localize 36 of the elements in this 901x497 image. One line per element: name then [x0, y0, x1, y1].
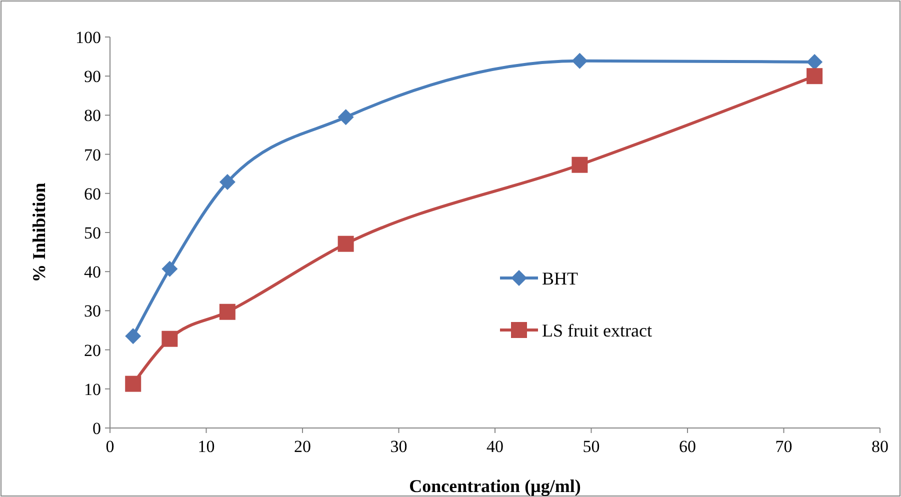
- y-tick-label: 80: [84, 106, 101, 126]
- x-tick-label: 0: [106, 437, 114, 456]
- point: [125, 328, 142, 344]
- point: [162, 330, 178, 347]
- y-tick-label: 100: [76, 28, 101, 47]
- point: [806, 54, 823, 70]
- point: [338, 236, 354, 252]
- point: [125, 376, 142, 392]
- y-tick-label: 50: [84, 223, 101, 242]
- x-tick-label: 20: [294, 437, 311, 456]
- y-tick-label: 0: [92, 418, 101, 438]
- x-axis-title: Concentration (µg/ml): [409, 476, 581, 496]
- x-tick-label: 40: [486, 437, 504, 456]
- legend-label: BHT: [542, 268, 578, 288]
- x-tick-label: 60: [679, 437, 696, 456]
- x-tick-label: 10: [198, 437, 215, 456]
- y-tick-label: 40: [84, 262, 101, 282]
- x-tick-label: 30: [390, 437, 408, 456]
- x-tick-label: 80: [872, 437, 888, 456]
- point: [572, 156, 588, 173]
- y-tick-label: 70: [84, 145, 101, 164]
- point: [219, 174, 236, 190]
- y-tick-label: 90: [84, 67, 101, 86]
- y-tick-label: 20: [84, 340, 101, 360]
- x-tick-label: 50: [582, 437, 600, 456]
- point: [806, 68, 823, 84]
- legend-label: LS fruit extract: [542, 320, 652, 340]
- point: [162, 260, 178, 277]
- x-tick-label: 70: [775, 437, 792, 456]
- point: [338, 109, 354, 126]
- y-tick-label: 30: [84, 302, 101, 321]
- y-axis-title: % Inhibition: [29, 182, 49, 282]
- point: [219, 304, 236, 320]
- y-tick-label: 10: [84, 380, 101, 399]
- y-tick-label: 60: [84, 184, 101, 204]
- point: [572, 52, 588, 69]
